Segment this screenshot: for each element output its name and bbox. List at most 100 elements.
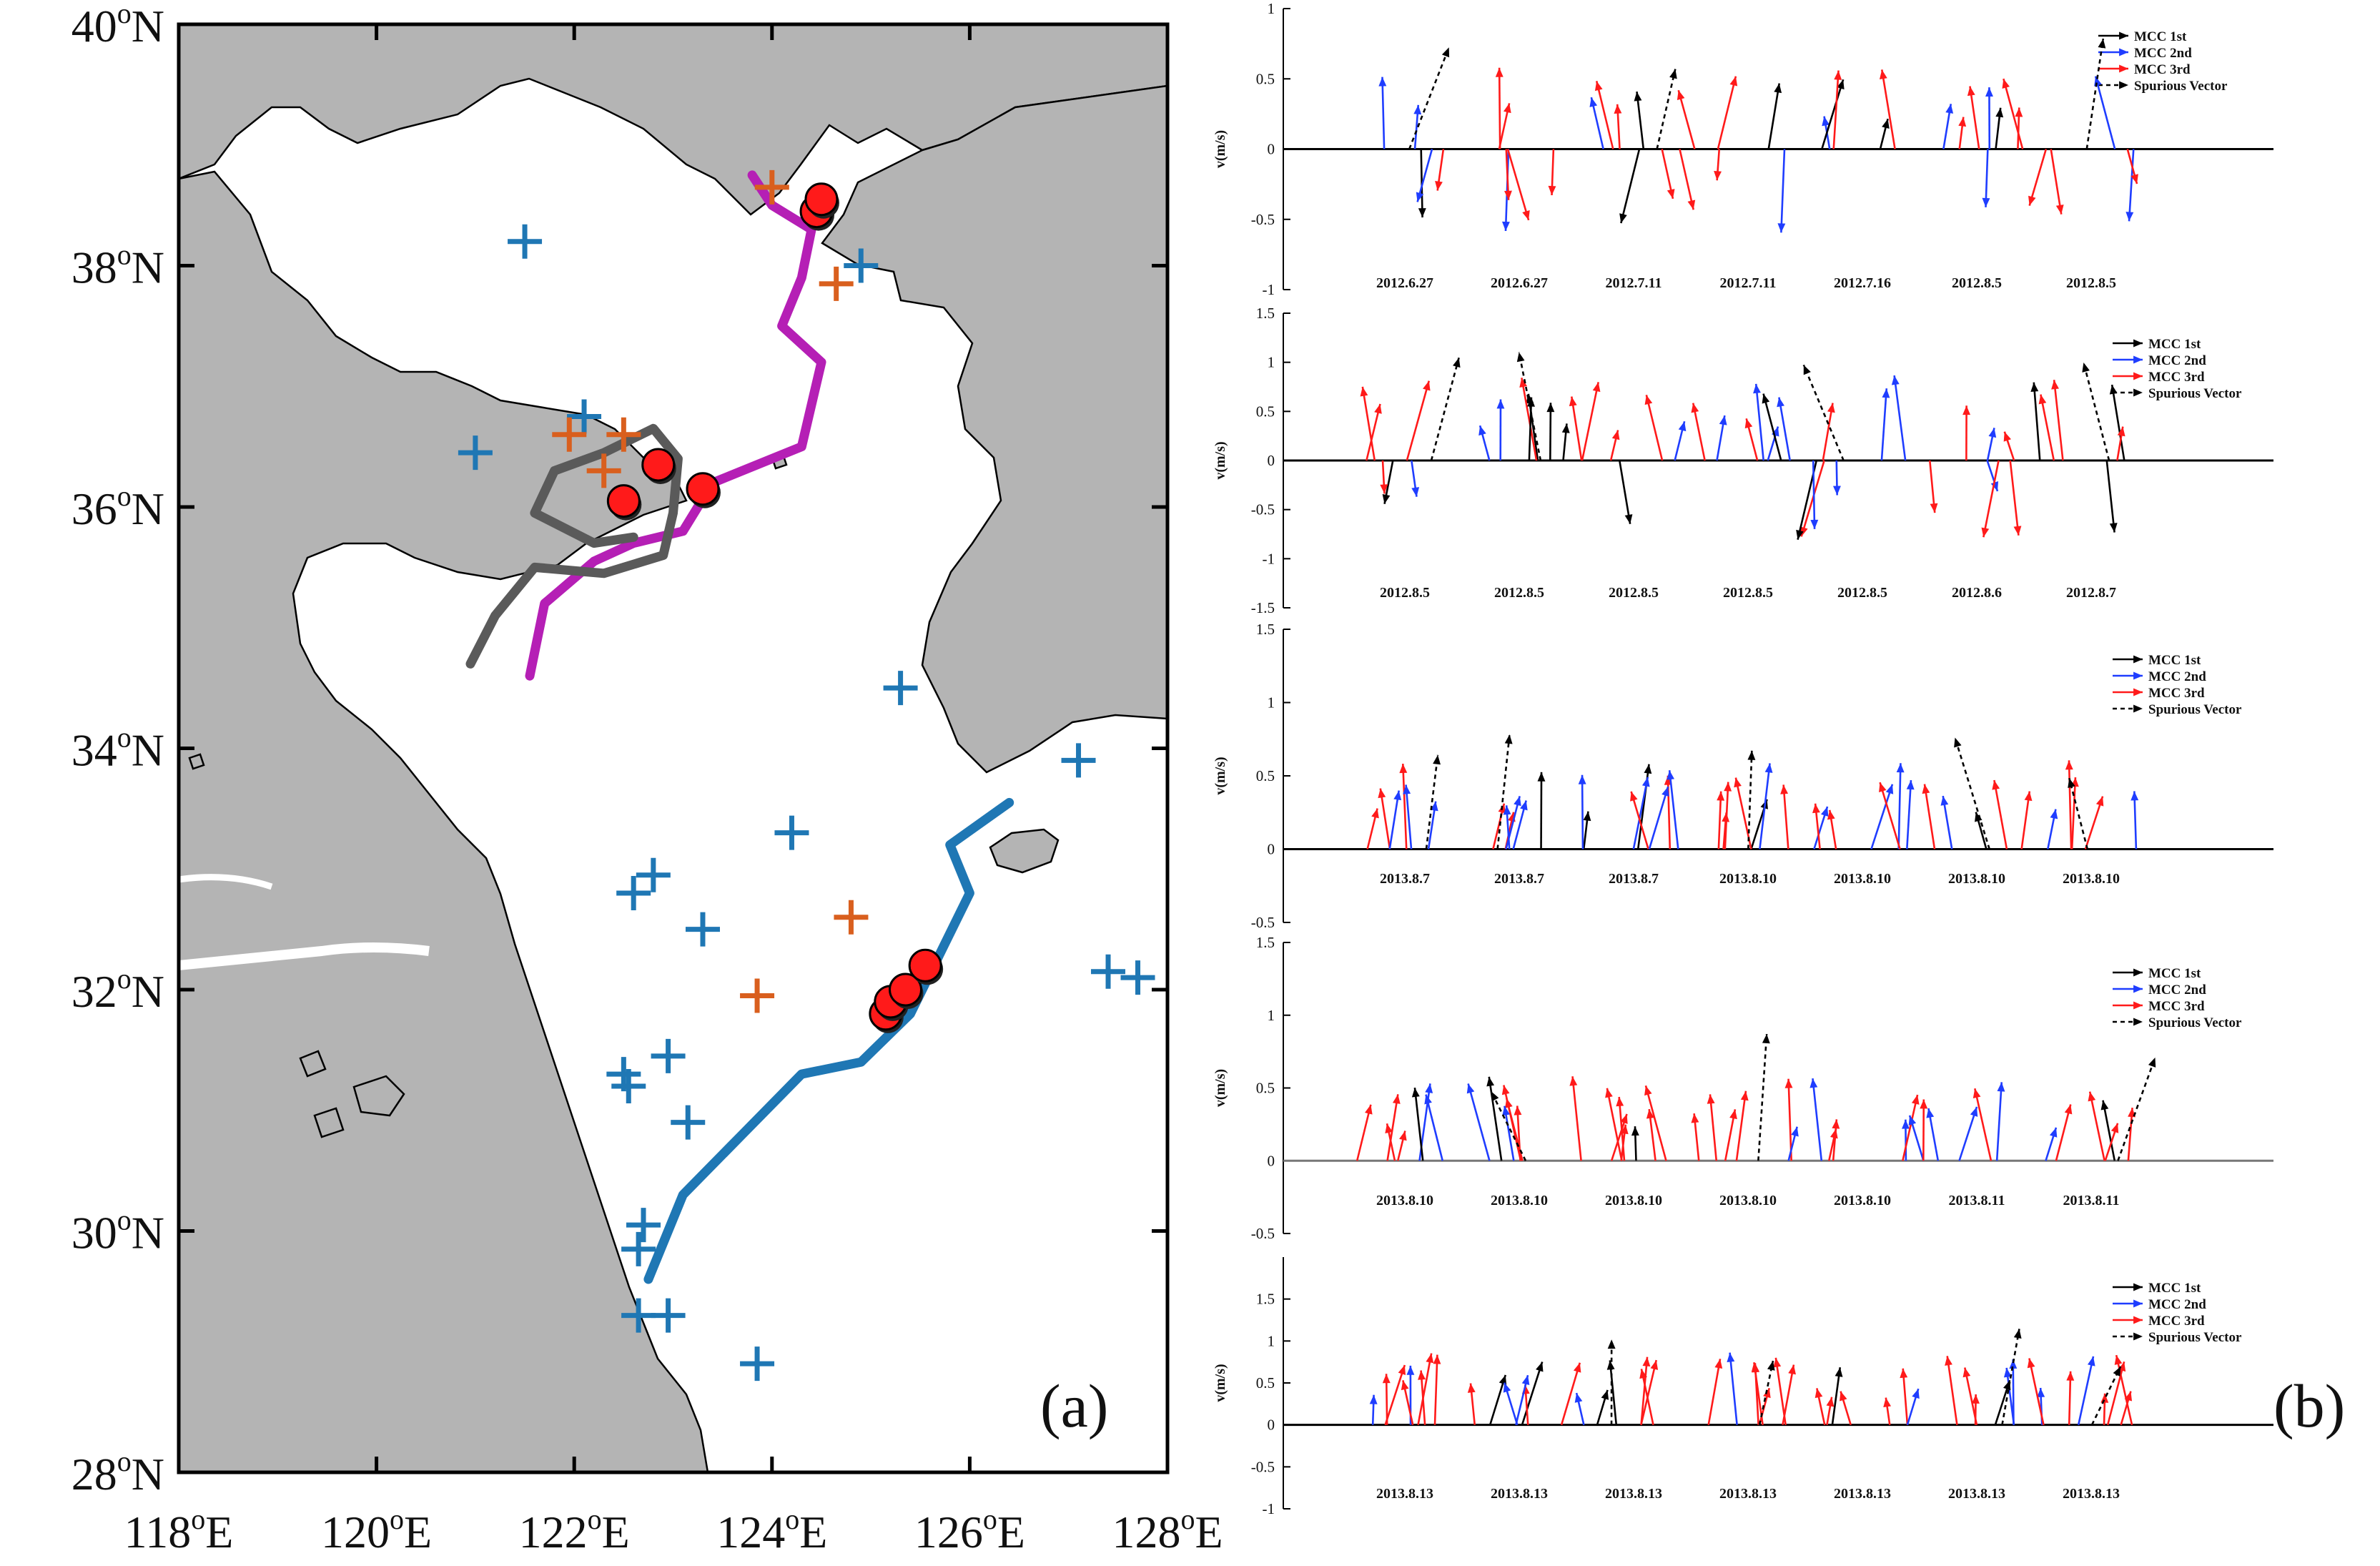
legend-label: Spurious Vector <box>2148 1015 2242 1030</box>
blue-cross <box>651 1038 686 1073</box>
vector-arrow <box>1619 460 1633 524</box>
vector-cluster <box>1945 1329 2022 1426</box>
date-label: 2012.8.5 <box>1380 585 1430 601</box>
vector-arrow <box>1396 1131 1407 1161</box>
vector-arrow <box>1677 89 1696 149</box>
vector-arrow <box>1648 786 1669 850</box>
vector-arrow <box>1435 149 1445 191</box>
vector-cluster <box>1928 405 2022 538</box>
date-label: 2012.8.7 <box>2066 585 2116 601</box>
vector-arrow <box>1640 1356 1651 1425</box>
vector-arrow <box>2088 1091 2105 1161</box>
vector-arrow <box>1717 791 1725 850</box>
vector-arrow <box>2084 796 2104 850</box>
land-island-4 <box>188 753 205 770</box>
vector-arrow <box>1722 812 1730 850</box>
y-tick-label: 1 <box>1268 354 1275 371</box>
legend-arrow <box>2098 31 2128 40</box>
orange-cross <box>834 900 869 935</box>
vector-arrow <box>1945 1356 1958 1425</box>
date-label: 2013.8.7 <box>1494 871 1544 887</box>
vector-arrow <box>2130 791 2139 850</box>
legend-arrow <box>2113 968 2143 977</box>
blue-cross <box>458 435 493 471</box>
vector-cluster <box>1467 1361 1581 1426</box>
date-label: 2013.8.10 <box>1719 871 1777 887</box>
vector-arrow <box>1832 70 1842 149</box>
date-label: 2012.6.27 <box>1376 275 1433 291</box>
y-tick-label: 0.5 <box>1256 1374 1275 1392</box>
legend-label: Spurious Vector <box>2148 1330 2242 1345</box>
spurious-arrow <box>1802 364 1845 461</box>
legend-arrow <box>2113 1299 2143 1308</box>
blue-cross <box>616 876 651 910</box>
vector-cluster <box>1691 1033 1799 1161</box>
y-tick-label: 0 <box>1268 141 1275 158</box>
blue-cross <box>774 815 809 850</box>
blue-cross <box>567 399 602 434</box>
vector-arrow <box>1382 460 1394 504</box>
y-tick-label: 0.5 <box>1256 1080 1275 1097</box>
vector-arrow <box>1883 1397 1892 1425</box>
legend-arrow <box>2113 985 2143 993</box>
date-label: 2012.6.27 <box>1491 275 1548 291</box>
legend-arrow <box>2113 655 2143 664</box>
vector-arrow <box>1366 403 1382 461</box>
legend-label: MCC 2nd <box>2148 1297 2206 1312</box>
vector-arrow <box>2114 1354 2133 1425</box>
vector-arrow <box>1942 104 1954 149</box>
date-label: 2013.8.11 <box>2063 1193 2120 1208</box>
lat-tick-label: 32oN <box>71 962 164 1017</box>
vector-arrow <box>1492 803 1506 850</box>
legend-arrow <box>2113 1001 2143 1010</box>
vector-cluster <box>1812 763 1915 850</box>
vector-arrow <box>2125 149 2135 222</box>
vector-arrow <box>1995 107 2004 149</box>
vector-arrow <box>1537 772 1546 850</box>
vector-arrow <box>1787 1126 1799 1161</box>
vector-arrow <box>2070 777 2079 850</box>
lon-tick-label: 122oE <box>519 1503 630 1557</box>
vector-arrow <box>1605 1088 1623 1161</box>
y-tick-label: -0.5 <box>1251 1225 1275 1242</box>
vector-arrow <box>1406 380 1431 461</box>
vector-arrow <box>1691 403 1706 461</box>
y-tick-label: 1 <box>1268 0 1275 17</box>
date-label: 2013.8.10 <box>1605 1193 1662 1208</box>
vector-arrow <box>1403 784 1413 850</box>
vector-arrow <box>1378 77 1387 149</box>
vector-arrow <box>1433 1354 1441 1425</box>
spurious-arrow <box>1430 357 1461 461</box>
legend-label: MCC 3rd <box>2148 370 2205 385</box>
y-tick-label: 1.5 <box>1256 934 1275 951</box>
date-label: 2013.8.11 <box>1949 1193 2005 1208</box>
vector-arrow <box>1967 86 1980 149</box>
y-tick-label: 1.5 <box>1256 1291 1275 1308</box>
vector-arrow <box>1569 396 1583 461</box>
vector-arrow <box>1784 1078 1793 1161</box>
date-label: 2013.8.13 <box>1948 1486 2005 1502</box>
y-tick-label: 0.5 <box>1256 403 1275 420</box>
date-label: 2012.8.5 <box>2066 275 2116 291</box>
vector-arrow <box>2126 149 2138 184</box>
blue-cross <box>1061 743 1096 778</box>
vector-arrow <box>1716 415 1727 461</box>
vector-arrow <box>1644 1085 1667 1161</box>
spurious-arrow <box>1490 1090 1527 1161</box>
vector-arrow <box>1644 395 1664 461</box>
vector-arrow <box>1826 1397 1835 1425</box>
drifter-tracks <box>465 170 1014 1284</box>
panel-b-label: (b) <box>2273 1372 2345 1440</box>
legend-arrow <box>2113 355 2143 364</box>
red-dot <box>641 448 676 482</box>
vector-arrow <box>1674 420 1687 461</box>
track-magenta <box>525 170 826 681</box>
vector-arrow <box>1707 1094 1718 1161</box>
date-label: 2012.8.5 <box>1494 585 1544 601</box>
vector-arrow <box>1467 1383 1476 1425</box>
legend-label: MCC 3rd <box>2134 62 2191 77</box>
vector-arrow <box>2105 460 2118 533</box>
